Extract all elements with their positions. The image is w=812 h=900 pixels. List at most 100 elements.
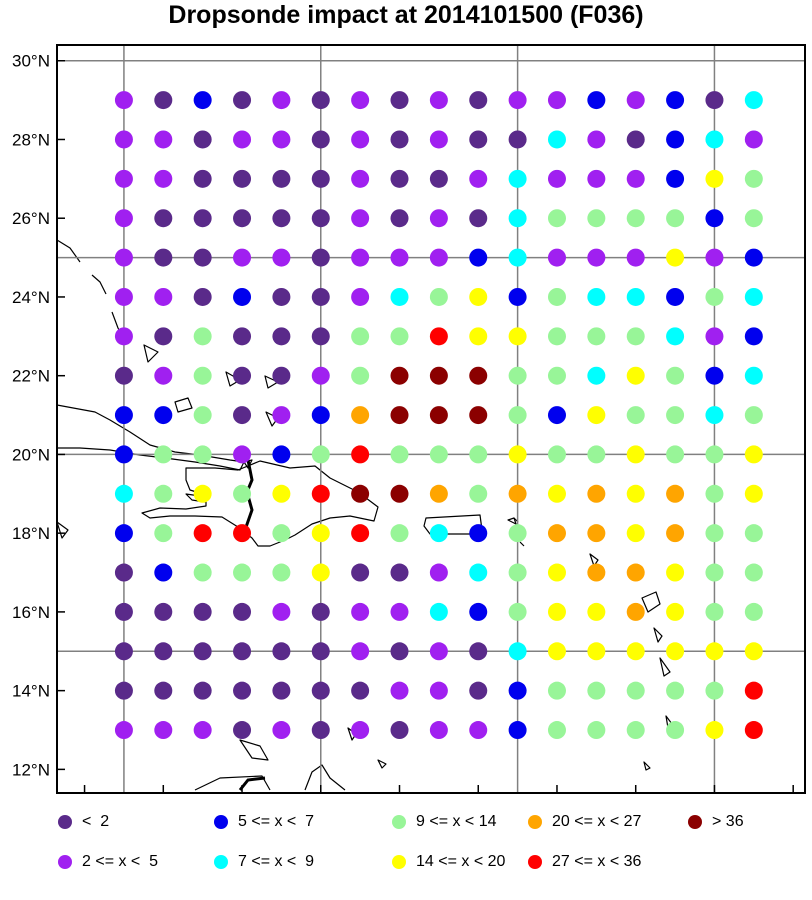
legend-swatch [214, 815, 228, 829]
impact-point [311, 169, 330, 188]
impact-point [469, 721, 488, 740]
impact-point [193, 484, 212, 503]
impact-point [626, 327, 645, 346]
lat-tick-label: 24°N [12, 288, 50, 307]
impact-point [547, 602, 566, 621]
impact-point [233, 602, 252, 621]
impact-point [587, 642, 606, 661]
impact-point [587, 681, 606, 700]
impact-point [744, 484, 763, 503]
impact-point [114, 484, 133, 503]
impact-point [114, 602, 133, 621]
legend-item: 7 <= x < 9 [214, 853, 314, 871]
legend-item: 20 <= x < 27 [528, 813, 641, 831]
impact-point [272, 524, 291, 543]
legend-swatch [58, 855, 72, 869]
impact-point [114, 721, 133, 740]
impact-point [311, 287, 330, 306]
impact-point [744, 524, 763, 543]
impact-point [469, 327, 488, 346]
map-plot: 76°W74°W72°W70°W68°W66°W64°W62°W60°W58°W… [12, 44, 806, 794]
impact-point [547, 209, 566, 228]
impact-point [114, 406, 133, 425]
impact-point [666, 484, 685, 503]
southwest-islet [239, 739, 269, 761]
impact-point [626, 209, 645, 228]
impact-point [626, 484, 645, 503]
impact-point [626, 524, 645, 543]
impact-point [547, 524, 566, 543]
impact-point [233, 681, 252, 700]
impact-point [114, 445, 133, 464]
impact-point [587, 406, 606, 425]
impact-point [587, 169, 606, 188]
impact-point [744, 602, 763, 621]
impact-point [114, 91, 133, 110]
impact-point [233, 484, 252, 503]
impact-point [547, 366, 566, 385]
impact-point [272, 91, 291, 110]
impact-point [233, 130, 252, 149]
impact-point [233, 287, 252, 306]
impact-point [114, 287, 133, 306]
impact-point [351, 169, 370, 188]
impact-point [154, 642, 173, 661]
legend-swatch [392, 855, 406, 869]
impact-point [744, 287, 763, 306]
impact-point [587, 366, 606, 385]
impact-point [626, 287, 645, 306]
impact-point [193, 721, 212, 740]
impact-point [626, 130, 645, 149]
impact-point [469, 484, 488, 503]
impact-point [666, 445, 685, 464]
impact-point [626, 248, 645, 267]
cuba-coastline [56, 404, 245, 471]
impact-point [429, 248, 448, 267]
impact-point [311, 130, 330, 149]
impact-point [193, 248, 212, 267]
impact-point [154, 602, 173, 621]
impact-point [311, 563, 330, 582]
impact-point [587, 484, 606, 503]
impact-point [272, 130, 291, 149]
east-bahamas [265, 411, 279, 427]
hispaniola-coastline [141, 460, 379, 547]
impact-point [351, 524, 370, 543]
impact-point [705, 130, 724, 149]
impact-point [469, 169, 488, 188]
impact-point [390, 484, 409, 503]
impact-point [508, 406, 527, 425]
impact-point [508, 445, 527, 464]
impact-point [744, 209, 763, 228]
impact-point [429, 366, 448, 385]
legend-label: 5 <= x < 7 [238, 813, 315, 830]
impact-point [508, 248, 527, 267]
impact-point [390, 524, 409, 543]
impact-point [154, 366, 173, 385]
impact-point [705, 209, 724, 228]
impact-point [744, 445, 763, 464]
impact-point [626, 642, 645, 661]
impact-point [351, 209, 370, 228]
impact-point [154, 406, 173, 425]
impact-point [744, 91, 763, 110]
impact-point [193, 642, 212, 661]
map-title: Dropsonde impact at 2014101500 (F036) [168, 1, 644, 29]
impact-point [705, 721, 724, 740]
legend-item: > 36 [688, 813, 744, 831]
impact-point [666, 91, 685, 110]
impact-point [508, 563, 527, 582]
impact-point [469, 445, 488, 464]
impact-point [429, 209, 448, 228]
impact-point [193, 445, 212, 464]
impact-point [744, 563, 763, 582]
impact-point [705, 484, 724, 503]
impact-point [508, 169, 527, 188]
impact-point [311, 484, 330, 503]
impact-point [193, 91, 212, 110]
coastlines [56, 239, 673, 791]
impact-point [547, 563, 566, 582]
impact-point [390, 130, 409, 149]
impact-point [311, 642, 330, 661]
impact-point [587, 721, 606, 740]
